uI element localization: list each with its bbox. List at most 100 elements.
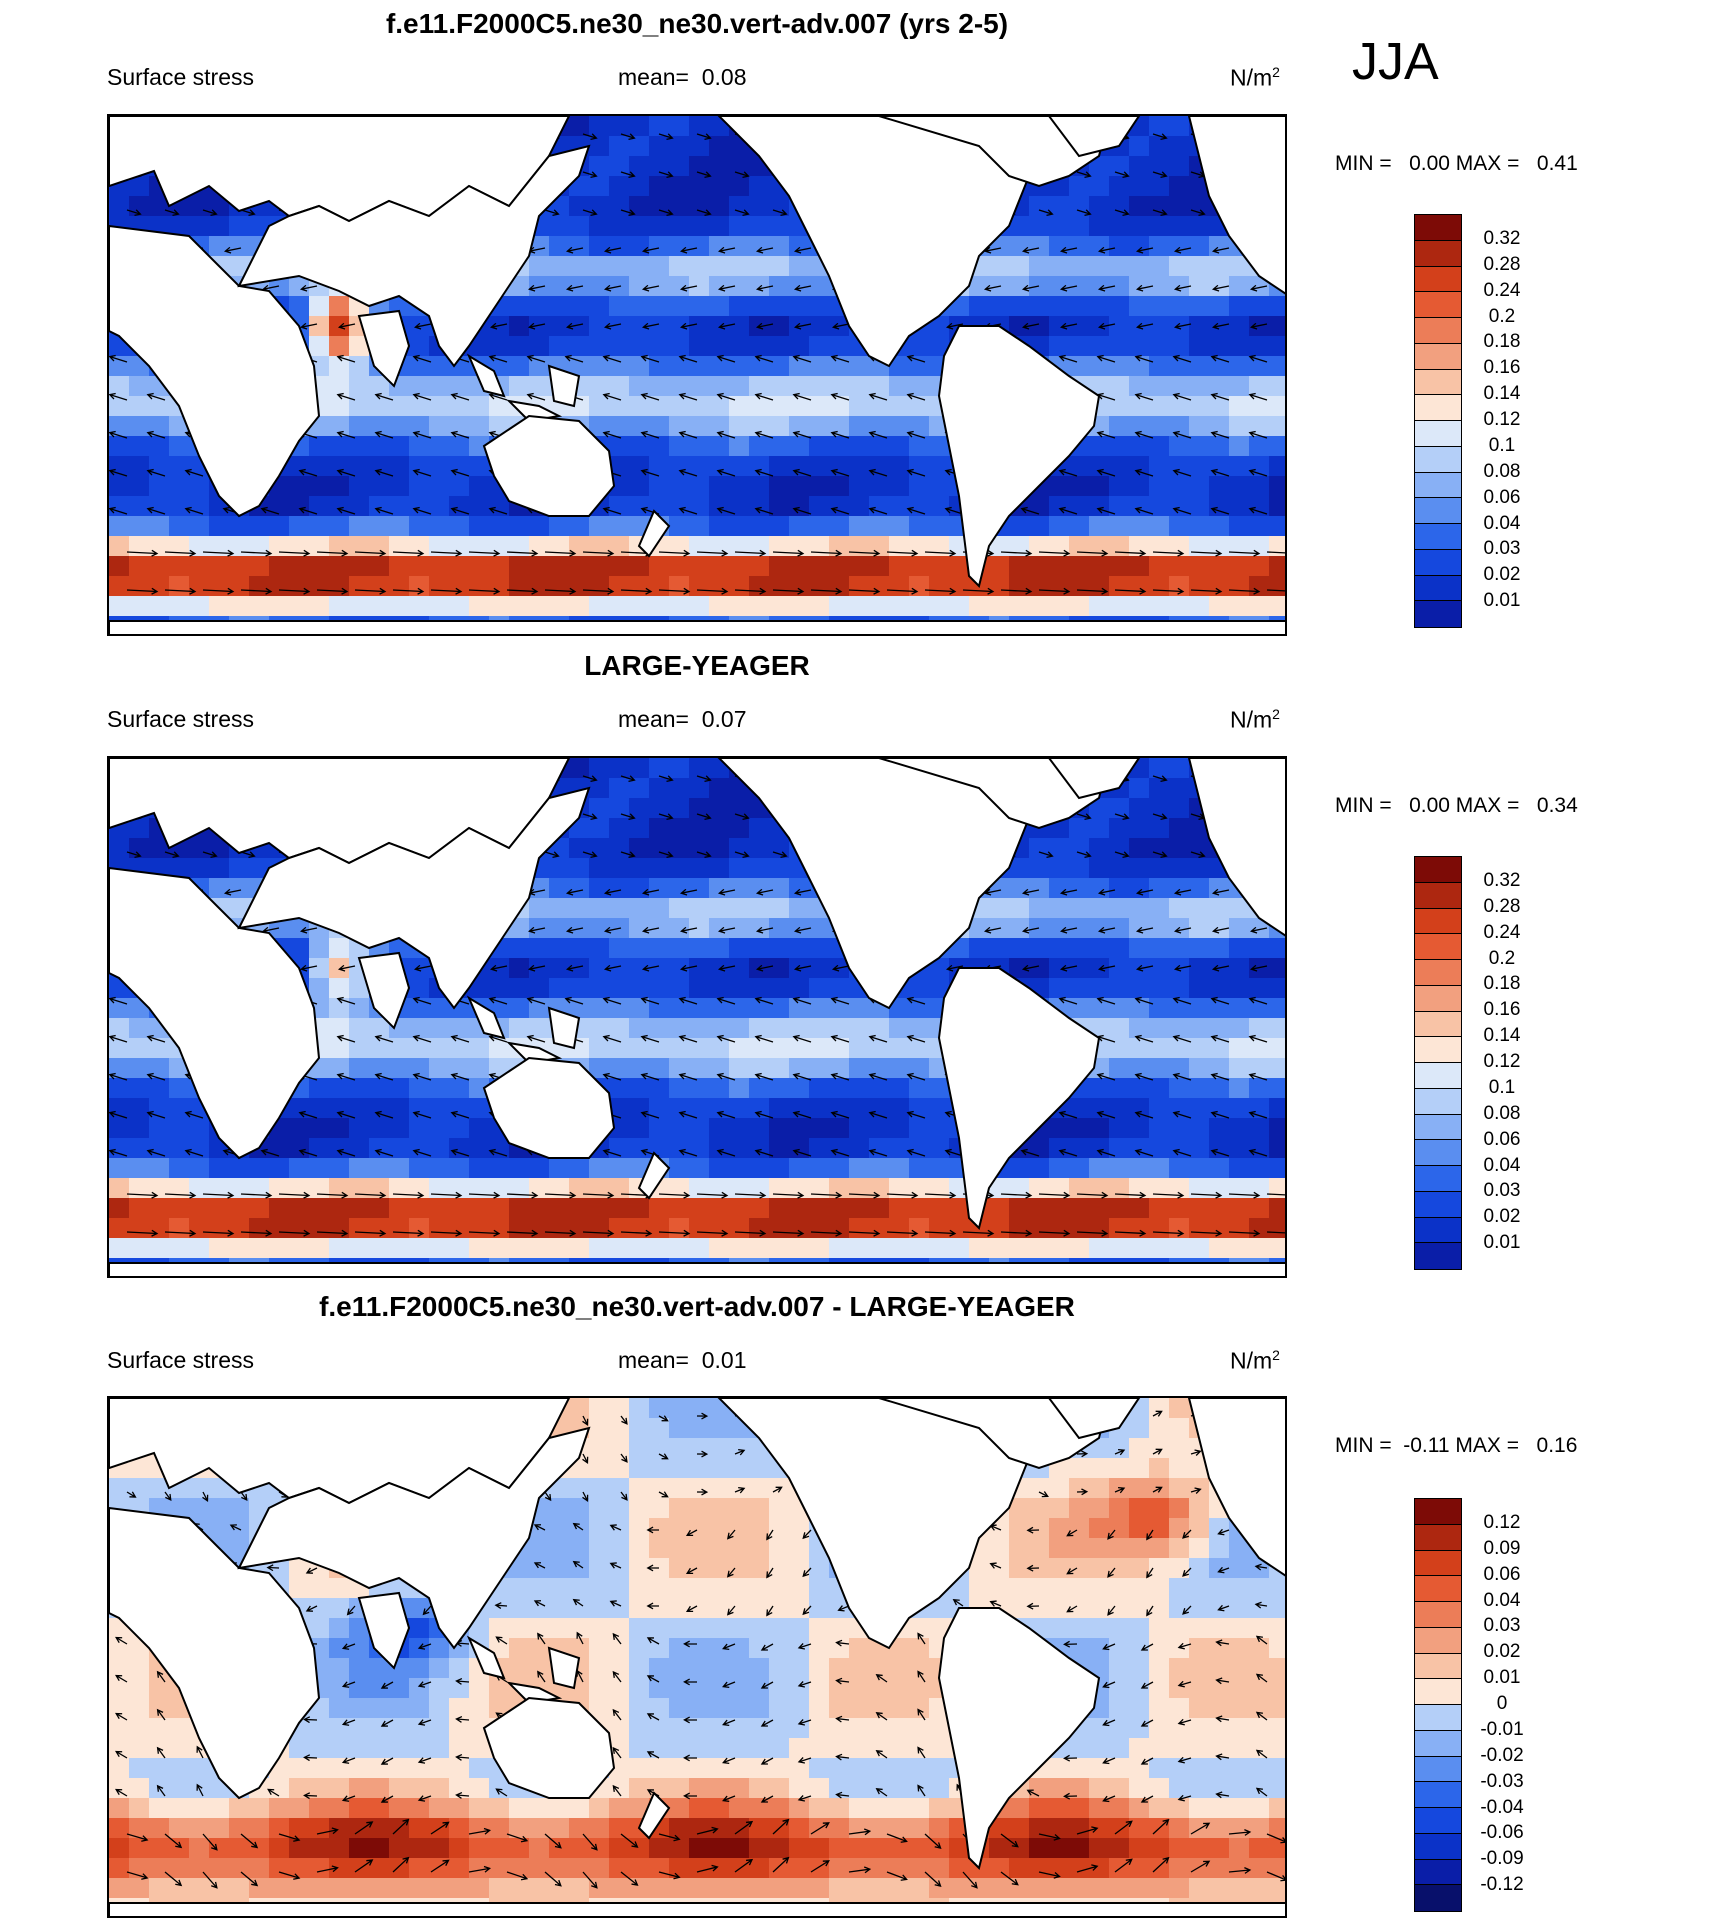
- wind-arrow: [1211, 284, 1230, 292]
- wind-arrow: [1152, 851, 1168, 858]
- wind-arrow: [109, 392, 128, 401]
- wind-arrow: [602, 392, 622, 401]
- wind-arrow: [962, 1229, 995, 1237]
- coastline: [1047, 758, 1141, 800]
- wind-arrow: [582, 1871, 598, 1889]
- wind-arrow: [734, 1487, 746, 1494]
- wind-arrow: [374, 1072, 394, 1081]
- wind-arrow: [1146, 1567, 1154, 1579]
- wind-arrow: [1215, 1753, 1230, 1761]
- wind-arrow: [875, 1711, 888, 1721]
- wind-arrow: [126, 1871, 149, 1880]
- wind-arrow: [1076, 813, 1092, 820]
- wind-arrow: [1173, 926, 1192, 934]
- wind-arrow: [184, 1110, 204, 1119]
- wind-arrow: [1134, 430, 1154, 439]
- wind-arrow: [792, 468, 812, 477]
- wind-arrow: [1140, 1681, 1154, 1689]
- wind-arrow: [1135, 888, 1154, 896]
- wind-arrow: [678, 392, 698, 401]
- wind-arrow: [716, 1072, 736, 1081]
- wind-arrow: [906, 354, 926, 363]
- panel-2-map: [107, 756, 1287, 1278]
- wind-arrow: [298, 1110, 318, 1119]
- wind-arrow: [1114, 1820, 1133, 1835]
- panel-2-mean: mean= 0.07: [618, 706, 747, 733]
- wind-arrow: [760, 1757, 774, 1765]
- wind-arrow: [1266, 1193, 1285, 1196]
- coastline: [637, 1151, 671, 1200]
- wind-arrow: [488, 354, 508, 363]
- colorbar-box: [1415, 1524, 1461, 1551]
- wind-arrow: [582, 813, 598, 820]
- colorbar-tick-label: -0.12: [1480, 1874, 1524, 1896]
- wind-arrow: [346, 1605, 356, 1616]
- wind-arrow: [868, 1034, 888, 1043]
- wind-arrow: [716, 1148, 736, 1157]
- colorbar-tick-label: 0.04: [1483, 1154, 1521, 1176]
- wind-arrow: [392, 549, 425, 557]
- wind-arrow: [1173, 964, 1192, 972]
- wind-arrow: [1211, 888, 1230, 896]
- wind-arrow: [240, 1833, 259, 1849]
- wind-arrow: [354, 1821, 374, 1835]
- wind-arrow: [603, 246, 622, 254]
- colorbar-tick-label: -0.02: [1480, 1744, 1524, 1766]
- coastline: [357, 951, 411, 1030]
- wind-arrow: [413, 322, 432, 330]
- wind-arrow: [115, 1636, 128, 1645]
- wind-arrow: [641, 888, 660, 896]
- wind-arrow: [1173, 246, 1192, 254]
- wind-arrow: [1254, 1563, 1268, 1571]
- wind-arrow: [164, 587, 197, 595]
- wind-arrow: [1248, 506, 1268, 515]
- wind-arrow: [1063, 1792, 1078, 1800]
- wind-arrow: [1135, 926, 1154, 934]
- colorbar-tick-label: 0.16: [1483, 999, 1521, 1021]
- wind-arrow: [109, 1072, 128, 1081]
- wind-arrow: [641, 284, 660, 292]
- wind-arrow: [413, 964, 432, 972]
- wind-arrow: [726, 1529, 736, 1540]
- wind-arrow: [115, 1750, 128, 1759]
- wind-arrow: [906, 1110, 926, 1119]
- panel-3-colorbar: [1414, 1498, 1462, 1912]
- colorbar-box: [1415, 1833, 1461, 1860]
- wind-arrow: [341, 1719, 356, 1726]
- wind-arrow: [1058, 354, 1078, 363]
- panel-1-variable: Surface stress: [107, 64, 254, 90]
- wind-arrow: [126, 1833, 149, 1842]
- wind-arrow: [1190, 1860, 1211, 1873]
- wind-arrow: [875, 1749, 888, 1759]
- coastline: [506, 399, 563, 423]
- colorbar-box: [1415, 421, 1461, 447]
- wind-arrow: [582, 209, 598, 216]
- coastline: [466, 995, 506, 1040]
- colorbar-box: [1415, 1679, 1461, 1705]
- wind-arrow: [1152, 1856, 1170, 1873]
- wind-arrow: [417, 1719, 432, 1726]
- wind-arrow: [1152, 1486, 1163, 1493]
- wind-arrow: [1135, 246, 1154, 254]
- wind-arrow: [126, 1229, 159, 1237]
- colorbar-box: [1415, 1730, 1461, 1757]
- colorbar-box: [1415, 266, 1461, 293]
- coastline: [1187, 116, 1285, 295]
- wind-arrow: [603, 284, 622, 292]
- wind-arrow: [906, 996, 926, 1005]
- wind-arrow: [1190, 587, 1223, 595]
- panel-2-minmax: MIN = 0.00 MAX = 0.34: [1335, 794, 1578, 817]
- wind-arrow: [620, 1871, 639, 1886]
- wind-arrow: [658, 1453, 669, 1460]
- wind-arrow: [760, 1719, 774, 1727]
- wind-arrow: [848, 1828, 872, 1836]
- wind-arrow: [603, 888, 622, 896]
- coastline: [1187, 1398, 1285, 1577]
- wind-arrow: [658, 851, 674, 858]
- wind-arrow: [924, 1191, 957, 1199]
- wind-arrow: [620, 1415, 628, 1425]
- wind-arrow: [526, 1034, 546, 1043]
- wind-arrow: [412, 1072, 432, 1081]
- wind-arrow: [612, 1670, 622, 1683]
- wind-arrow: [337, 964, 356, 972]
